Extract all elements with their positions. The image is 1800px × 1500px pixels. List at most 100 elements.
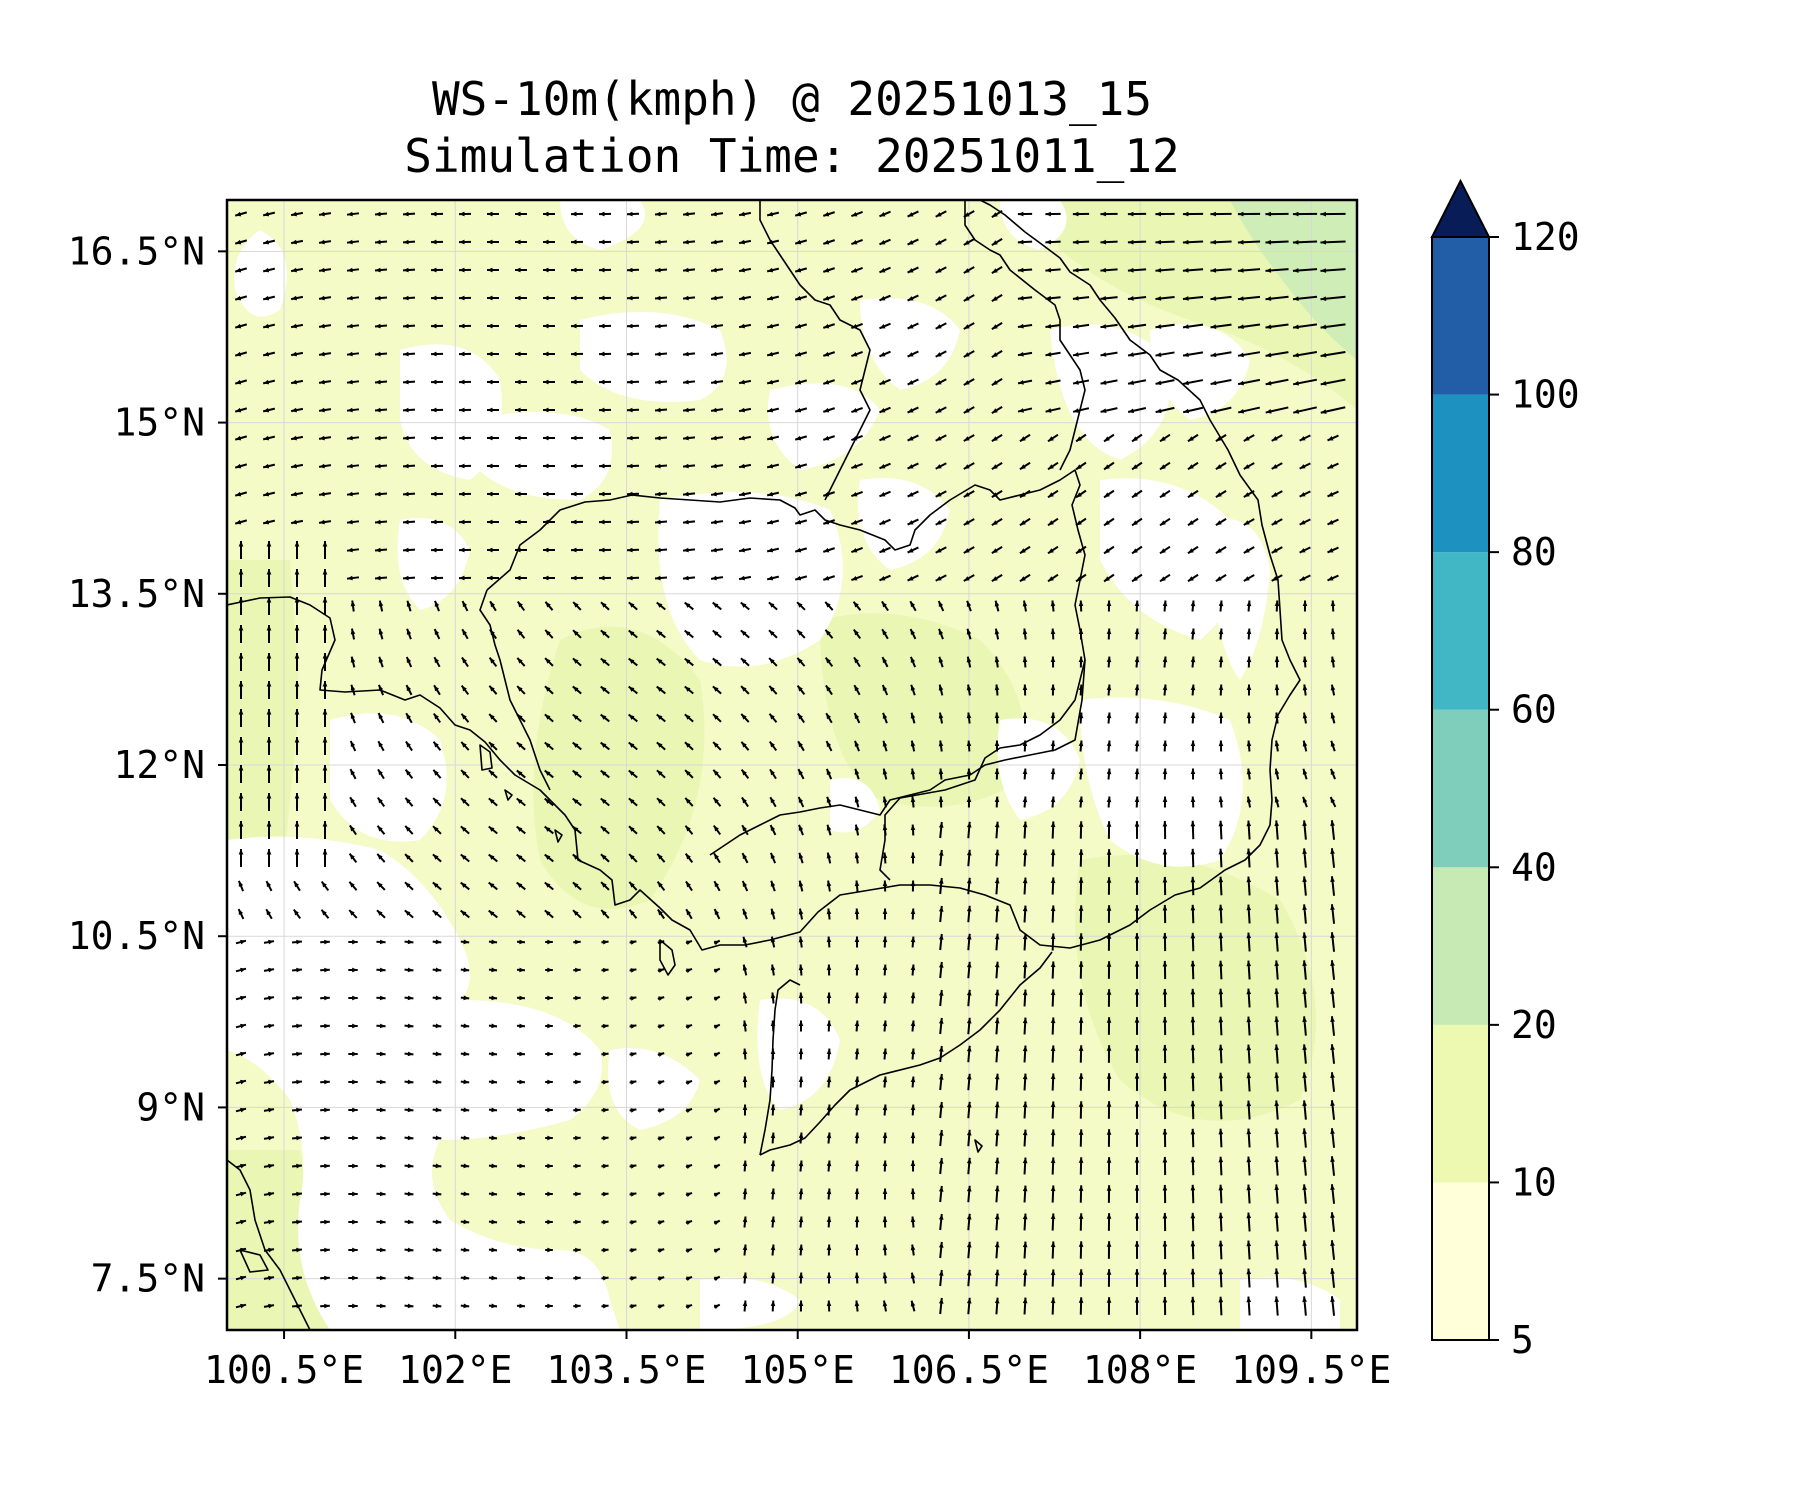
wind-arrow: [626, 491, 640, 497]
wind-arrow: [402, 379, 416, 385]
wind-arrow: [488, 825, 498, 835]
wind-arrow: [235, 1303, 247, 1309]
wind-arrow: [1162, 932, 1168, 952]
wind-arrow: [626, 547, 640, 553]
wind-arrow: [1274, 656, 1280, 668]
wind-arrow: [291, 1275, 303, 1281]
wind-arrow: [854, 852, 860, 864]
wind-arrow: [516, 600, 526, 612]
wind-arrow: [1050, 796, 1056, 808]
wind-arrow: [1106, 1017, 1112, 1035]
wind-arrow: [907, 406, 919, 414]
wind-arrow: [1022, 796, 1028, 808]
wind-arrow: [770, 1216, 776, 1228]
wind-arrow: [348, 1303, 358, 1309]
wind-arrow: [910, 1300, 916, 1312]
wind-arrow: [938, 933, 944, 951]
wind-arrow: [879, 266, 891, 274]
wind-arrow: [234, 239, 248, 245]
wind-arrow: [822, 323, 836, 329]
wind-arrow: [740, 713, 750, 723]
wind-arrow: [402, 351, 416, 357]
wind-arrow: [1330, 768, 1336, 780]
wind-arrow: [516, 853, 526, 863]
wind-arrow: [1274, 1156, 1280, 1176]
wind-arrow: [486, 435, 500, 441]
wind-arrow: [822, 547, 836, 553]
wind-arrow: [1072, 379, 1090, 385]
wind-arrow: [685, 1135, 693, 1141]
wind-arrow: [290, 351, 304, 357]
wind-arrow: [657, 1164, 665, 1169]
wind-arrow: [598, 407, 612, 413]
wind-arrow: [826, 852, 832, 864]
wind-arrow: [851, 294, 863, 302]
wind-arrow: [570, 463, 584, 469]
wind-arrow: [626, 211, 640, 217]
wind-arrow: [626, 295, 640, 301]
wind-arrow: [994, 656, 1000, 668]
wind-arrow: [1045, 211, 1061, 217]
wind-arrow: [935, 378, 947, 386]
wind-arrow: [263, 1079, 275, 1085]
wind-arrow: [1078, 877, 1084, 895]
wind-arrow: [1302, 600, 1308, 612]
wind-arrow: [628, 797, 638, 807]
wind-arrow: [516, 713, 526, 723]
wind-arrow: [404, 909, 414, 919]
wind-arrow: [826, 796, 832, 808]
wind-arrow: [1274, 1184, 1280, 1204]
wind-arrow: [1274, 1044, 1280, 1064]
wind-arrow: [1019, 489, 1031, 499]
wind-arrow: [938, 1241, 944, 1259]
wind-arrow: [822, 351, 836, 357]
wind-arrow: [1265, 351, 1289, 358]
wind-arrow: [741, 852, 749, 864]
wind-arrow: [712, 657, 722, 667]
wind-arrow: [1330, 932, 1336, 952]
wind-arrow: [1134, 656, 1140, 668]
wind-arrow: [1078, 684, 1084, 696]
wind-arrow: [1050, 1269, 1056, 1287]
wind-arrow: [966, 684, 972, 696]
wind-arrow: [1162, 1268, 1168, 1288]
wind-arrow: [826, 936, 832, 948]
wind-arrow: [266, 821, 272, 839]
wind-arrow: [1106, 600, 1112, 612]
wind-arrow: [710, 239, 724, 245]
wind-arrow: [935, 266, 947, 274]
wind-arrow: [935, 238, 947, 246]
wind-arrow: [935, 546, 947, 554]
wind-arrow: [938, 1073, 944, 1091]
wind-arrow: [570, 407, 584, 413]
wind-arrow: [738, 239, 752, 245]
wind-arrow: [991, 490, 1003, 498]
wind-arrow: [851, 350, 863, 358]
wind-arrow: [294, 821, 300, 839]
wind-arrow: [794, 239, 808, 245]
wind-arrow: [488, 1135, 498, 1141]
wind-arrow: [1190, 1212, 1196, 1232]
wind-arrow: [1218, 600, 1224, 612]
wind-arrow: [573, 1135, 581, 1141]
wind-arrow: [766, 463, 780, 469]
wind-arrow: [1218, 1296, 1224, 1316]
wind-arrow: [738, 435, 752, 441]
wind-arrow: [710, 407, 724, 413]
wind-arrow: [1106, 712, 1112, 724]
wind-arrow: [1274, 1268, 1280, 1288]
wind-arrow: [1330, 600, 1336, 612]
wind-arrow: [346, 547, 360, 553]
wind-arrow: [1134, 1241, 1140, 1259]
wind-arrow: [910, 992, 916, 1004]
wind-arrow: [374, 491, 388, 497]
wind-arrow: [907, 546, 919, 554]
wind-arrow: [601, 1107, 609, 1113]
wind-arrow: [545, 1219, 553, 1225]
wind-arrow: [1187, 433, 1199, 443]
wind-arrow: [1162, 600, 1168, 612]
wind-arrow: [1246, 1212, 1252, 1232]
wind-arrow: [1103, 461, 1115, 471]
wind-arrow: [291, 939, 303, 945]
wind-arrow: [433, 656, 441, 668]
